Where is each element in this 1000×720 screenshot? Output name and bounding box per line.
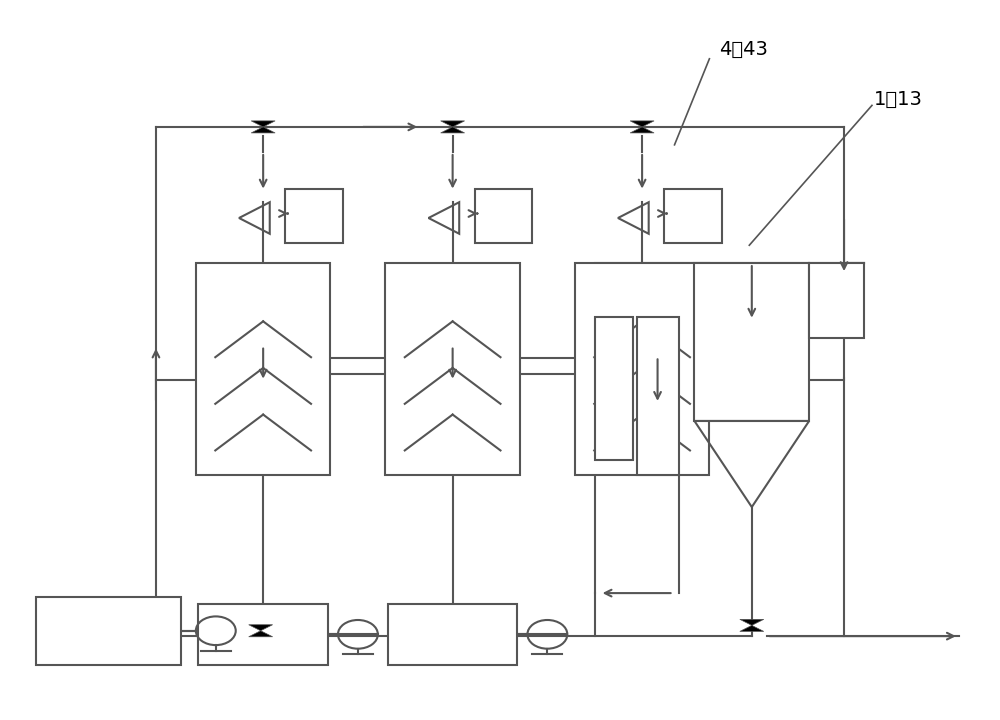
Polygon shape: [441, 121, 465, 127]
Bar: [575, 264, 709, 474]
Polygon shape: [441, 127, 465, 133]
Polygon shape: [740, 619, 764, 626]
Bar: [664, 189, 722, 243]
Bar: [694, 264, 809, 421]
Text: 1，13: 1，13: [874, 91, 923, 109]
Polygon shape: [249, 625, 273, 631]
Bar: [198, 604, 328, 665]
Bar: [385, 264, 520, 474]
Polygon shape: [740, 626, 764, 631]
Bar: [388, 604, 517, 665]
Bar: [285, 189, 343, 243]
Bar: [36, 597, 181, 665]
Polygon shape: [251, 121, 275, 127]
Bar: [475, 189, 532, 243]
Bar: [809, 264, 864, 338]
Bar: [637, 317, 679, 474]
Text: 4，43: 4，43: [719, 40, 768, 59]
Bar: [196, 264, 330, 474]
Polygon shape: [630, 127, 654, 133]
Bar: [595, 317, 633, 460]
Polygon shape: [249, 631, 273, 636]
Polygon shape: [630, 121, 654, 127]
Polygon shape: [251, 127, 275, 133]
